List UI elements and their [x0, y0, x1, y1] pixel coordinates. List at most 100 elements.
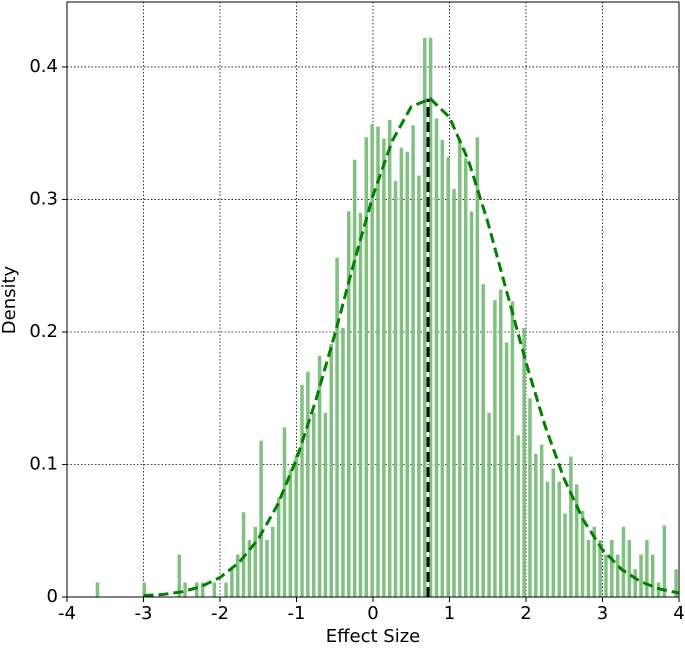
x-tick-label: -1	[288, 603, 306, 624]
bar	[422, 37, 427, 597]
bar	[200, 582, 205, 597]
bar	[370, 123, 374, 597]
y-tick-label: 0.3	[29, 188, 58, 209]
bar	[253, 526, 258, 597]
x-tick-label: 3	[597, 603, 608, 624]
bar	[317, 355, 322, 597]
bar	[592, 526, 596, 597]
y-axis-label: Density	[0, 265, 20, 334]
bar	[580, 510, 585, 597]
bar	[633, 569, 637, 597]
bar	[224, 582, 228, 597]
bar	[306, 371, 310, 597]
fit-curve	[143, 96, 680, 598]
bar	[469, 211, 474, 597]
plot-frame	[66, 1, 680, 598]
bar	[271, 526, 275, 597]
x-tick-label: 1	[444, 603, 455, 624]
bar	[446, 157, 450, 597]
bar	[259, 440, 263, 597]
bar	[551, 468, 556, 597]
bar	[241, 512, 246, 597]
x-axis-label: Effect Size	[326, 626, 420, 647]
bar	[282, 427, 287, 597]
bar	[499, 289, 503, 597]
bar	[534, 453, 538, 597]
bar	[364, 137, 369, 597]
bar	[329, 343, 333, 597]
bar	[230, 569, 234, 597]
bar	[276, 497, 281, 597]
bar	[434, 118, 439, 598]
bar	[387, 119, 392, 597]
bar	[405, 151, 410, 597]
bar	[399, 147, 404, 597]
bar	[586, 540, 591, 597]
bar	[212, 582, 217, 597]
bar	[574, 484, 579, 597]
bar	[463, 158, 468, 598]
bar	[341, 327, 345, 597]
bar	[563, 513, 567, 597]
bar	[510, 301, 515, 597]
x-tick-label: -2	[211, 603, 229, 624]
bar	[236, 554, 240, 597]
bar	[522, 327, 526, 597]
bar	[674, 569, 678, 597]
y-tick-label: 0.1	[29, 453, 58, 474]
x-tick-label: 2	[520, 603, 531, 624]
bar	[417, 175, 421, 598]
bar	[411, 125, 415, 597]
bar	[311, 412, 316, 597]
bar	[645, 540, 649, 597]
bar	[294, 455, 298, 597]
bar	[662, 525, 667, 597]
bar	[183, 582, 187, 597]
bar	[545, 481, 550, 597]
bar	[382, 138, 386, 598]
y-tick-label: 0.4	[29, 56, 58, 77]
bar	[598, 540, 602, 597]
bar	[604, 554, 608, 597]
bar	[610, 540, 614, 597]
bar	[440, 139, 445, 597]
bar	[458, 138, 462, 598]
bar	[195, 582, 199, 597]
bar	[347, 211, 351, 597]
bar	[177, 554, 182, 597]
bar	[393, 180, 398, 597]
bar	[428, 37, 433, 597]
x-tick-label: 4	[673, 603, 684, 624]
bar	[323, 412, 328, 597]
bar	[539, 444, 544, 597]
y-tick-label: 0	[47, 586, 58, 607]
x-tick-label: -4	[58, 603, 76, 624]
bar	[452, 188, 456, 597]
bar	[615, 554, 620, 597]
bar	[300, 384, 304, 597]
y-tick-label: 0.2	[29, 321, 58, 342]
bar	[621, 526, 626, 597]
bar	[557, 481, 561, 597]
bar	[352, 159, 357, 597]
bar	[265, 540, 269, 597]
x-tick-label: 0	[367, 603, 378, 624]
bar	[493, 300, 497, 597]
bar	[516, 435, 521, 597]
bar	[481, 284, 485, 597]
bar	[650, 554, 655, 597]
bar	[247, 540, 252, 597]
bar	[95, 582, 100, 597]
bar	[627, 540, 632, 597]
bar	[142, 582, 146, 597]
bar	[569, 456, 573, 597]
bar	[335, 257, 339, 597]
bar	[475, 137, 480, 597]
x-tick-label: -3	[135, 603, 153, 624]
bar	[487, 412, 491, 597]
bar	[639, 554, 643, 597]
bar	[376, 126, 380, 597]
bar	[528, 398, 532, 597]
bar	[288, 469, 293, 597]
